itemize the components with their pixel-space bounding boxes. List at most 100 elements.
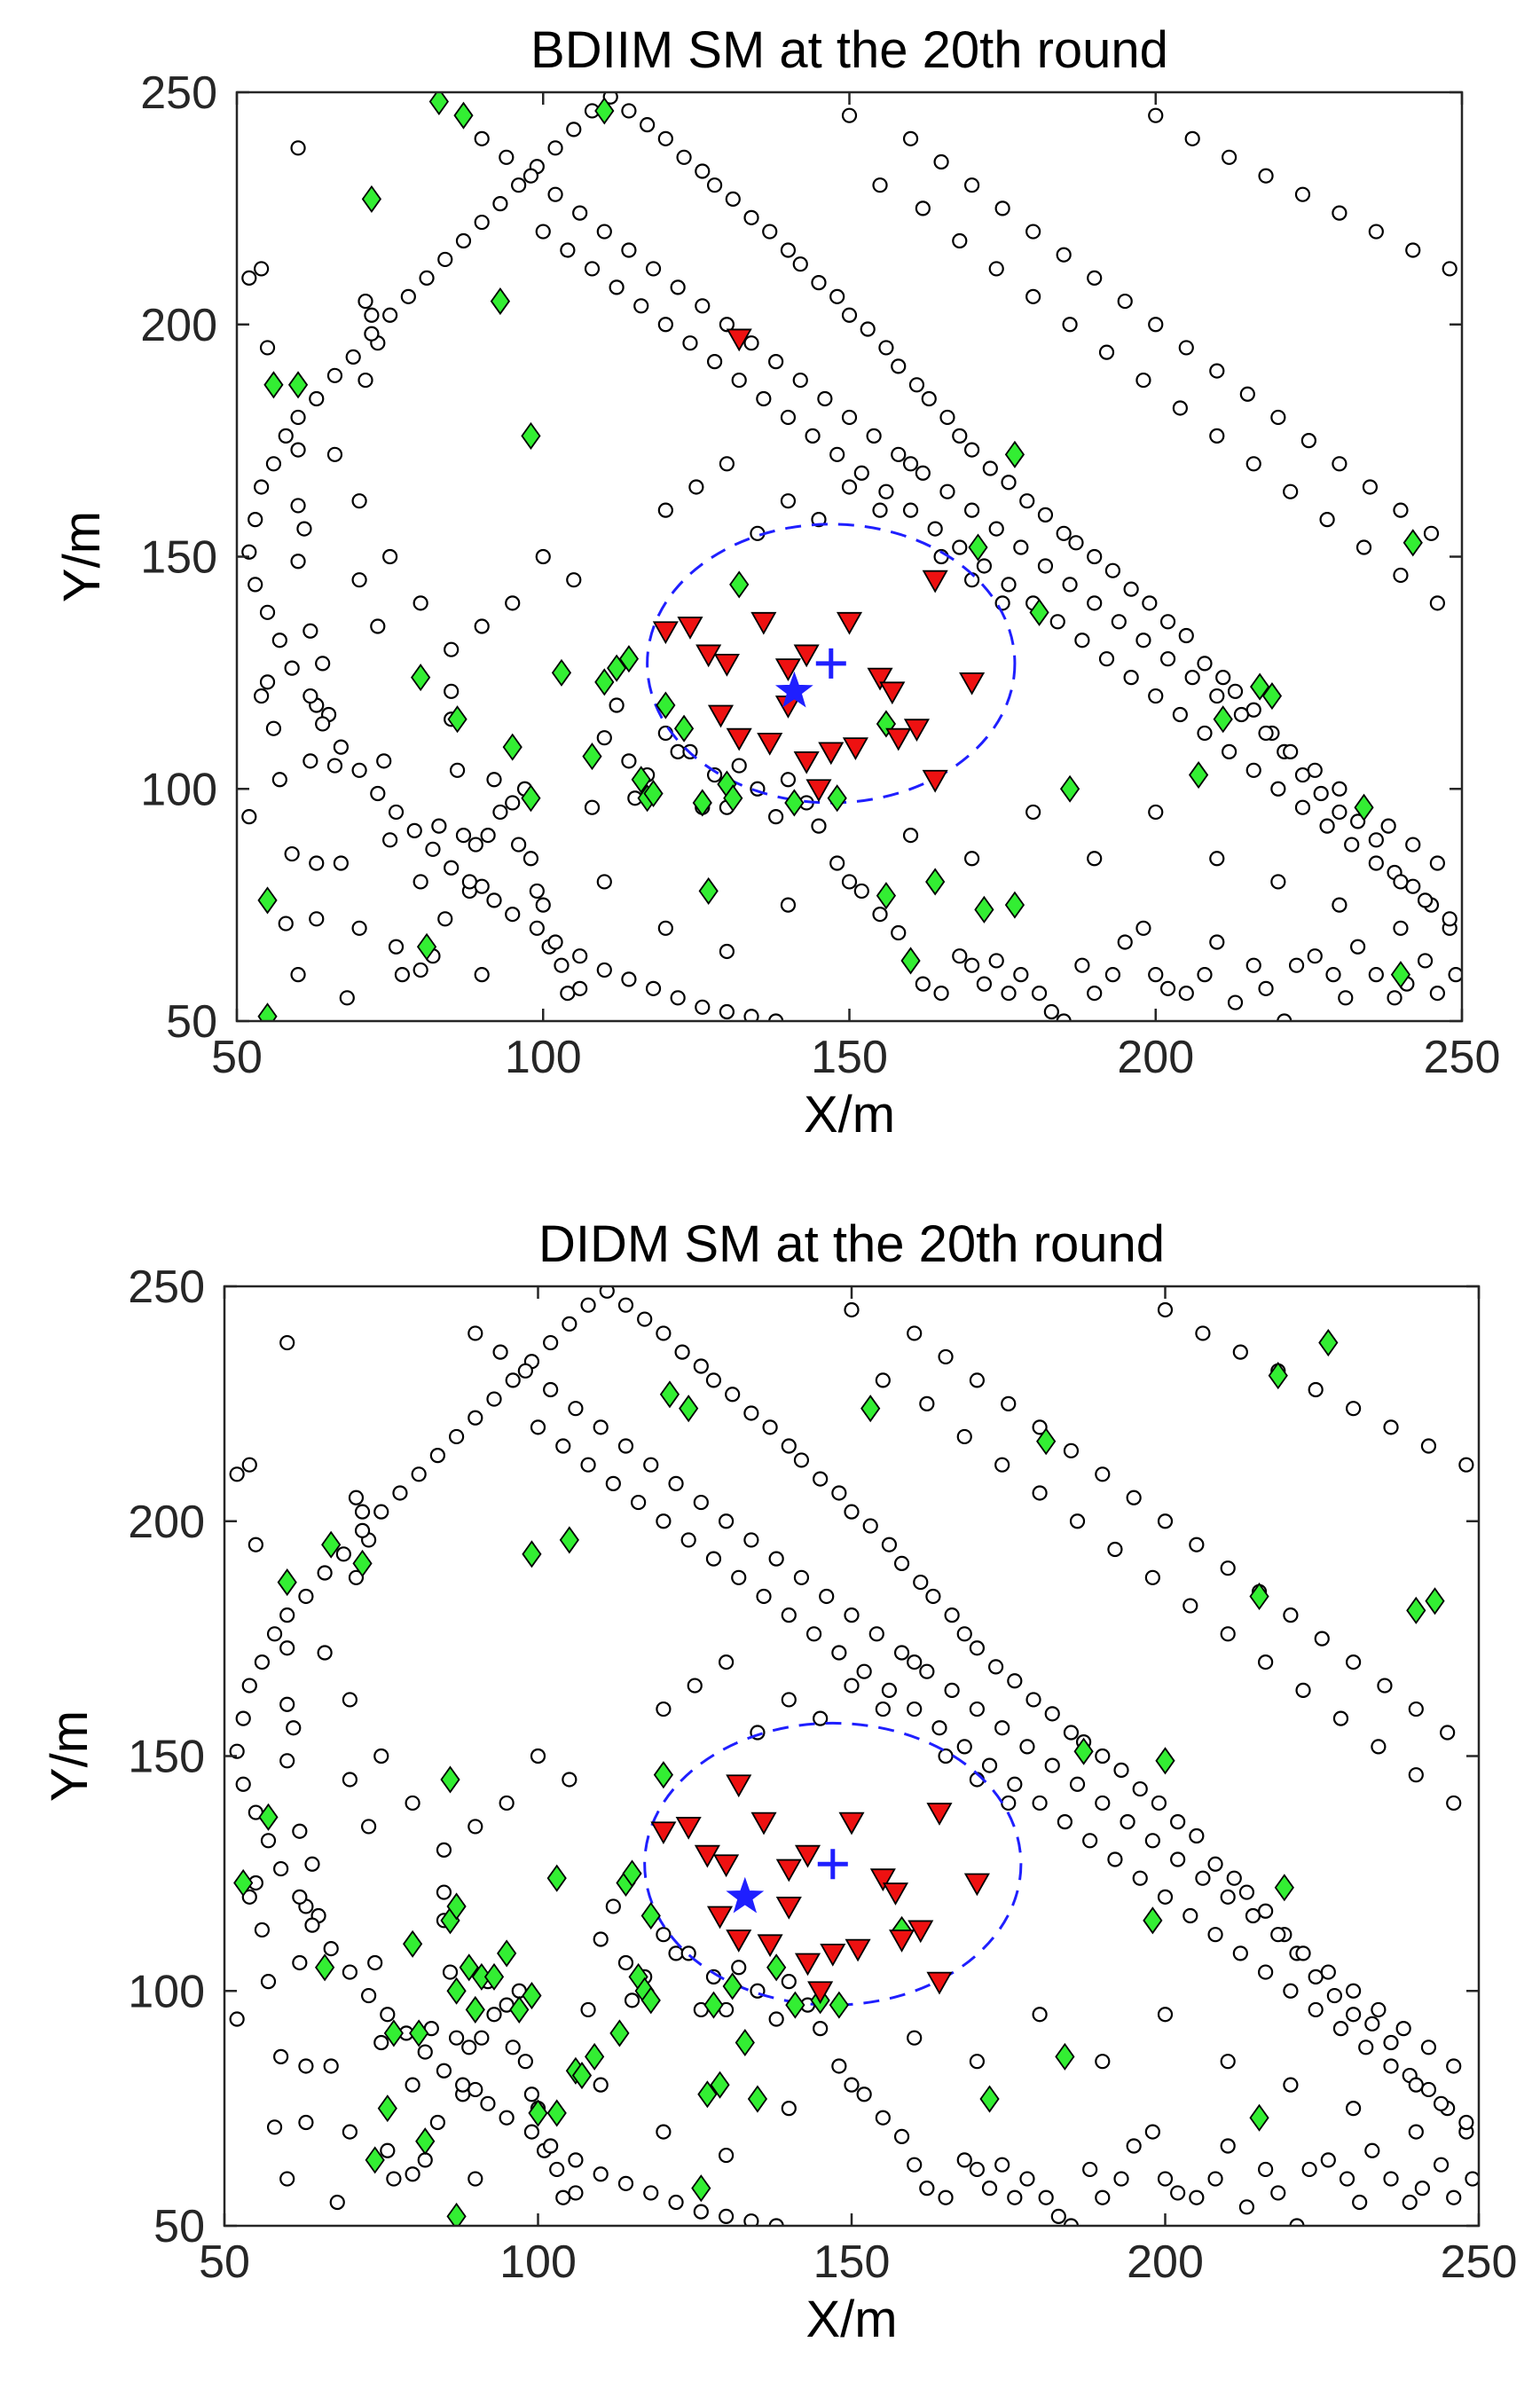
diamond-node (827, 784, 847, 813)
sensor-point (1408, 1701, 1424, 1717)
sensor-point (254, 261, 270, 277)
sensor-point (875, 2110, 891, 2126)
sensor-point (976, 976, 993, 992)
sensor-point (811, 275, 827, 291)
diamond-node (263, 371, 284, 399)
sensor-point (530, 1419, 546, 1435)
sensor-point (543, 2138, 559, 2154)
sensor-point (254, 688, 270, 704)
sensor-point (938, 1348, 954, 1365)
sensor-point (1408, 2124, 1424, 2140)
sensor-point (643, 2185, 659, 2201)
sensor-point (1220, 2054, 1236, 2070)
sensor-point (1345, 2007, 1362, 2023)
sensor-point (994, 2157, 1010, 2173)
sensor-point (743, 2213, 759, 2226)
sensor-point (361, 1987, 377, 2004)
sensor-point (388, 939, 405, 955)
sensor-point (298, 2114, 314, 2131)
sensor-point (468, 1325, 483, 1341)
sensor-point (1395, 2021, 1411, 2037)
sensor-point (315, 656, 331, 672)
sensor-point (254, 479, 270, 495)
sensor-point (624, 1992, 640, 2008)
sensor-point (1032, 2007, 1048, 2023)
sensor-point (290, 140, 306, 156)
diamond-node (1250, 672, 1270, 701)
sensor-point (348, 1569, 365, 1585)
sensor-point (376, 753, 392, 769)
sensor-point (1283, 483, 1299, 499)
sensor-point (425, 841, 441, 857)
panel-didm: 50 100 150 200 250 50 100 150 200 250 DIDM SM at t… (41, 1215, 1517, 2348)
sensor-point (584, 261, 601, 277)
sensor-point (817, 390, 833, 407)
sensor-point (392, 1485, 408, 1501)
diamond-node (723, 784, 743, 813)
sensor-point (505, 1372, 521, 1388)
sensor-point (1295, 1682, 1311, 1698)
sensor-point (829, 446, 845, 462)
diamond-node (722, 1972, 742, 2000)
sensor-point (1132, 1870, 1148, 1886)
sensor-point (1126, 2138, 1142, 2154)
sensor-point (908, 377, 925, 393)
sensor-point (1098, 651, 1115, 667)
sensor-point (1056, 1013, 1072, 1021)
sensor-point (326, 446, 343, 462)
diamond-node (551, 658, 572, 687)
sensor-point (1049, 614, 1065, 630)
sensor-point (1345, 2101, 1362, 2117)
sensor-point (829, 288, 845, 304)
sensor-point (522, 168, 539, 184)
diamond-node (528, 2099, 548, 2127)
sensor-point (302, 623, 318, 639)
diamond-node (483, 1962, 505, 1991)
sensor-point (562, 1316, 578, 1332)
diamond-node (428, 92, 449, 116)
sensor-point (351, 762, 367, 778)
sensor-point (1209, 934, 1225, 950)
sensor-point (1289, 2218, 1305, 2226)
diamond-node (1268, 1362, 1288, 1390)
x-tick-label: 150 (813, 2236, 891, 2288)
sensor-point (523, 2087, 540, 2102)
diamond-node (446, 1977, 467, 2005)
sensor-point (706, 354, 723, 370)
sensor-point (969, 2161, 986, 2178)
sensor-point (1446, 1795, 1462, 1812)
diamond-node (1318, 1328, 1339, 1357)
diamond-node (1425, 1587, 1445, 1615)
sensor-point (290, 442, 306, 458)
sensor-point (229, 1743, 245, 1759)
triangle-node (757, 1934, 783, 1958)
sensor-point (1178, 985, 1194, 1002)
diamond-node (257, 886, 278, 915)
sensor-point (1069, 1513, 1086, 1529)
sensor-point (1032, 1485, 1048, 1501)
sensor-point (304, 1856, 320, 1872)
sensor-point (241, 1678, 257, 1694)
sensor-point (596, 730, 612, 746)
diamond-node (465, 1995, 485, 2024)
triangle-node (903, 719, 930, 743)
sensor-point (881, 1682, 898, 1698)
sensor-point (1062, 577, 1078, 593)
sensor-point (1151, 1795, 1167, 1812)
sensor-point (342, 1772, 358, 1788)
sensor-point (1420, 2040, 1437, 2055)
x-tick-label: 200 (1117, 1032, 1194, 1083)
sensor-point (417, 2152, 433, 2168)
diamond-node (747, 2085, 768, 2113)
sensor-point (266, 2119, 283, 2135)
sensor-point (1429, 985, 1445, 1002)
sensor-point (609, 279, 625, 295)
sensor-point (1063, 2218, 1080, 2226)
sensor-point (1393, 567, 1409, 584)
sensor-point (1245, 957, 1261, 973)
sensor-point (358, 293, 373, 310)
sensor-point (1001, 985, 1017, 1002)
sensor-point (956, 1428, 972, 1445)
sensor-point (969, 1372, 986, 1388)
sensor-point (1332, 1710, 1349, 1726)
